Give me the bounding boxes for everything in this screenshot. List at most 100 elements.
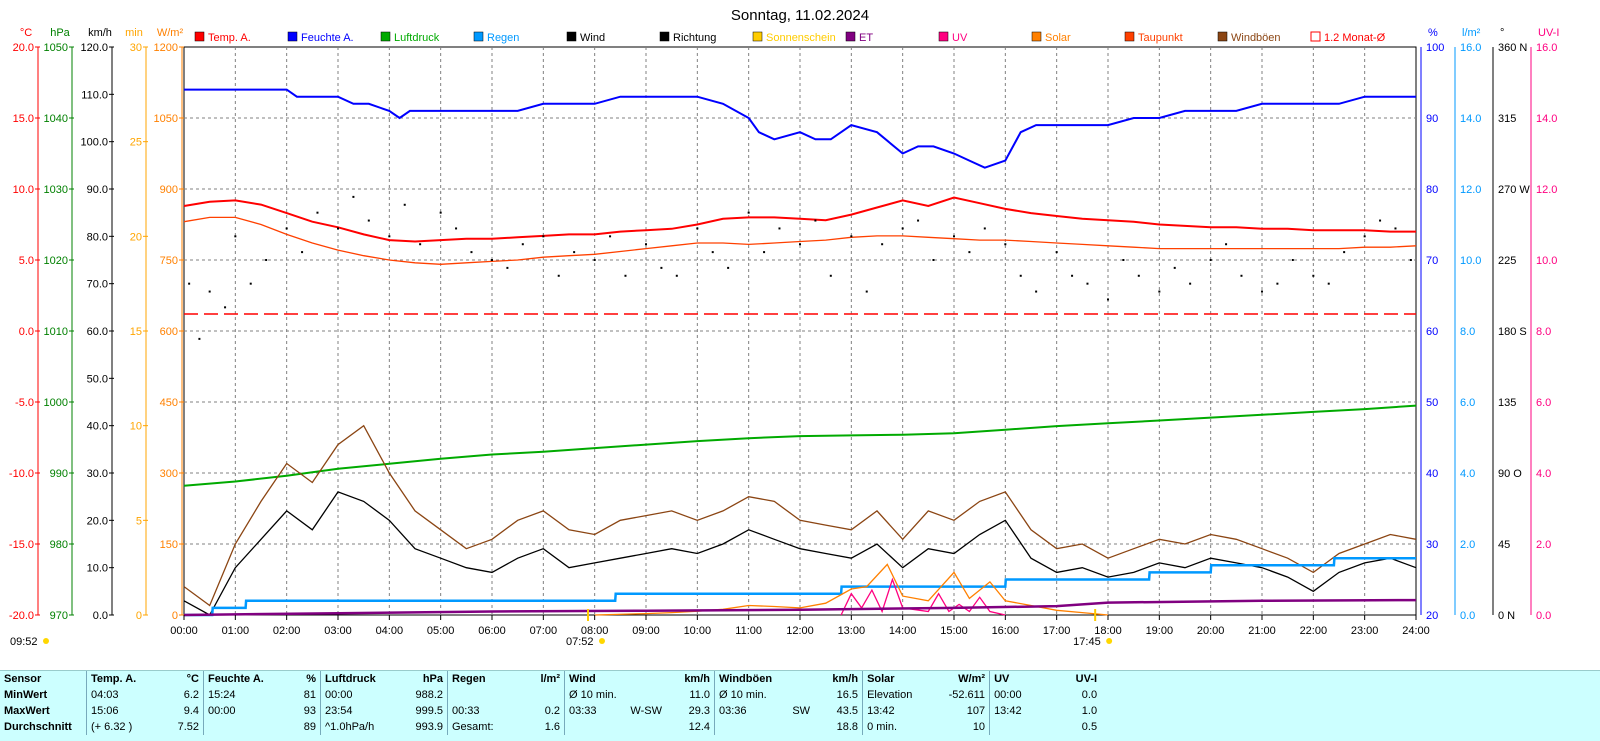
direction-point (491, 259, 493, 261)
direction-point (419, 243, 422, 246)
direction-point (711, 251, 714, 254)
stats-cell: Ø 10 min. (714, 687, 777, 703)
legend-label: ET (859, 32, 873, 44)
axis-tick-left: 450 (160, 397, 178, 409)
axis-tick-left: 1010 (44, 326, 68, 338)
stats-header-wind-dir (623, 671, 666, 687)
stats-header-gust-unit: km/h (832, 673, 859, 685)
direction-point (1312, 274, 1315, 277)
legend-label: Taupunkt (1138, 32, 1183, 44)
stats-cell: 0 min. (862, 719, 932, 735)
axis-tick-left: 150 (160, 539, 178, 551)
stats-cell: W-SW (630, 705, 662, 717)
axis-tick-right: 14.0 (1460, 113, 1481, 125)
stats-cell: 107 (966, 705, 986, 717)
axis-unit-left: km/h (88, 27, 112, 39)
stats-header-press-unit: hPa (422, 673, 443, 685)
stats-cell: 0.0 (1081, 689, 1098, 701)
direction-point (1327, 282, 1330, 285)
stats-cell: 81 (303, 689, 316, 701)
stats-header-gust-dir (776, 671, 814, 687)
stats-row-avg: Durchschnitt (+ 6.32 ) 7.52 89 ^1.0hPa/h… (0, 719, 1101, 735)
chart-legend: Temp. A. Feuchte A. Luftdruck Regen Wind Rich… (194, 31, 1386, 44)
direction-point (1107, 298, 1109, 301)
direction-point (983, 227, 986, 230)
series-line-taupunkt (183, 216, 1417, 265)
stats-cell: 18.8 (836, 721, 859, 733)
axis-tick-left: -15.0 (9, 539, 34, 551)
legend-label: Luftdruck (394, 32, 440, 44)
legend-label: Windböen (1231, 32, 1281, 44)
axis-tick-right: 10.0 (1460, 255, 1481, 267)
sun-icon (1106, 638, 1113, 644)
sun-icon (598, 638, 605, 644)
direction-point (1209, 259, 1212, 261)
direction-point (1122, 259, 1125, 261)
stats-header-sensor: Sensor (4, 673, 42, 685)
direction-point (1394, 227, 1397, 230)
stats-cell: 00:00 (203, 703, 272, 719)
stats-cell: 00:00 (320, 687, 389, 703)
direction-point (301, 251, 304, 254)
axis-tick-right: 315 (1498, 113, 1516, 125)
direction-point (932, 259, 935, 261)
axis-tick-right: 4.0 (1460, 468, 1475, 480)
axis-unit-left: W/m² (157, 27, 184, 39)
axis-tick-right: 360 N (1498, 42, 1527, 54)
stats-header-temp-unit: °C (186, 673, 199, 685)
axis-tick-left: 0 (136, 610, 142, 622)
axis-tick-right: 14.0 (1536, 113, 1557, 125)
axis-tick-left: 15.0 (13, 113, 34, 125)
direction-point (645, 243, 647, 246)
x-tick-label: 18:00 (1094, 625, 1122, 637)
legend-swatch (566, 31, 577, 42)
stats-cell (623, 719, 666, 735)
sun-marker-label: 07:52 (566, 636, 594, 648)
axis-tick-left: 0 (172, 610, 178, 622)
axis-unit-right: % (1428, 27, 1438, 39)
stats-cell: Ø 10 min. (564, 687, 623, 703)
x-tick-label: 19:00 (1146, 625, 1174, 637)
series-line-feuchte-a- (184, 88, 1416, 169)
axis-tick-right: 8.0 (1460, 326, 1475, 338)
stats-header-row: Sensor Temp. A. °C Feuchte A. % Luftdruc… (0, 671, 1101, 687)
axis-tick-right: 225 (1498, 255, 1516, 267)
axis-tick-right: 12.0 (1460, 184, 1481, 196)
axis-unit-left: min (125, 27, 143, 39)
direction-point (439, 211, 442, 214)
x-axis: 00:00 01:00 02:00 03:00 04:00 05:00 06:00 07:00… (10, 609, 1430, 648)
x-tick-label: 16:00 (992, 625, 1020, 637)
x-tick-label: 01:00 (222, 625, 250, 637)
stats-cell: 04:03 (86, 687, 155, 703)
legend-label: Sonnenschein (766, 32, 836, 44)
direction-point (224, 306, 227, 309)
axis-tick-right: 4.0 (1536, 468, 1551, 480)
x-tick-label: 21:00 (1248, 625, 1276, 637)
stats-header-uv: UV (989, 671, 1039, 687)
axis-tick-left: 120.0 (80, 42, 108, 54)
direction-point (208, 290, 211, 293)
direction-point (367, 219, 370, 222)
axis-tick-left: 20.0 (87, 515, 108, 527)
axis-tick-left: 70.0 (87, 279, 108, 291)
legend-label: Regen (487, 32, 519, 44)
stats-cell: Elevation (862, 687, 932, 703)
axis-tick-right: 0 N (1498, 610, 1515, 622)
direction-point (1137, 274, 1140, 277)
direction-point (865, 290, 868, 293)
axis-tick-left: 5.0 (19, 255, 34, 267)
stats-cell: SW (792, 705, 811, 717)
x-tick-label: 17:00 (1043, 625, 1071, 637)
direction-point (1055, 251, 1058, 254)
stats-cell (776, 687, 814, 703)
direction-point (1261, 290, 1263, 293)
axis-tick-left: 1040 (44, 113, 68, 125)
statistics-panel: Sensor Temp. A. °C Feuchte A. % Luftdruc… (0, 670, 1600, 741)
weather-chart: Sonntag, 11.02.2024 Temp. A. Feuchte A. Lu… (9, 7, 1559, 648)
axis-tick-left: 1020 (44, 255, 68, 267)
stats-header-rain: Regen (447, 671, 506, 687)
axis-tick-left: 10.0 (87, 563, 108, 575)
axis-tick-left: -10.0 (9, 468, 34, 480)
stats-header-press: Luftdruck (320, 671, 389, 687)
stats-cell: 00:00 (989, 687, 1039, 703)
